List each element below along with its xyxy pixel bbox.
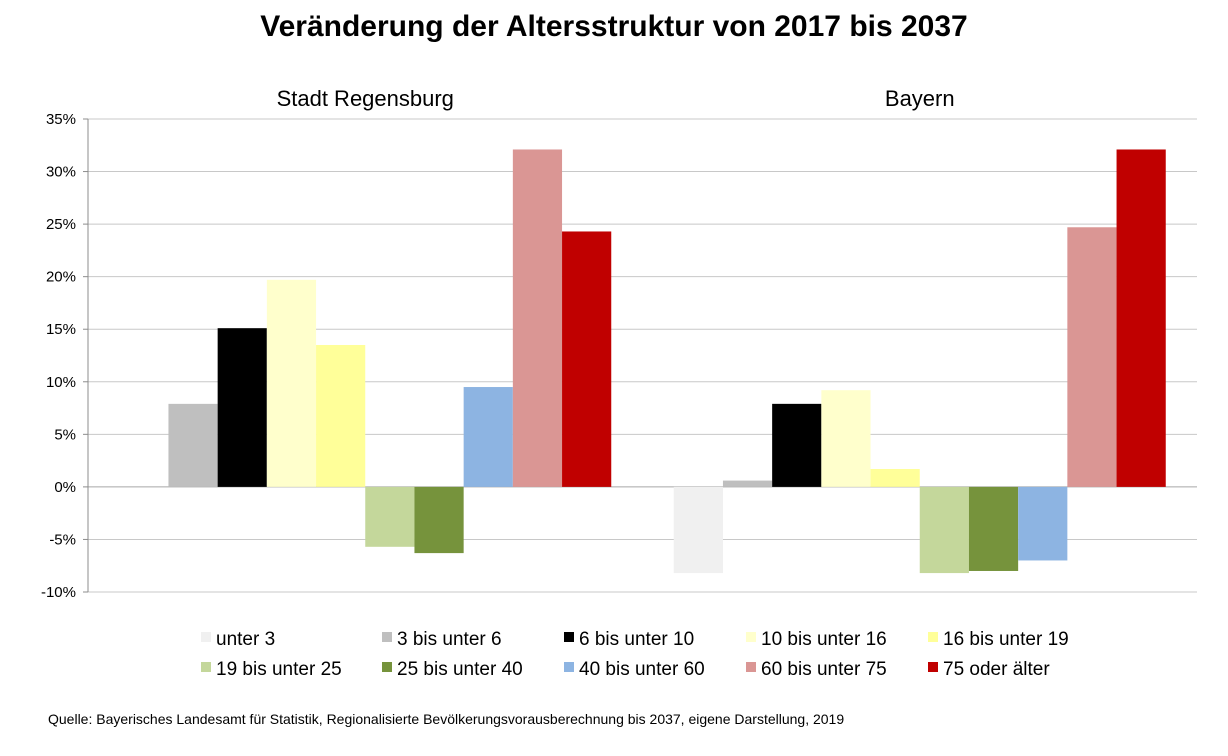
legend-swatch xyxy=(382,662,392,672)
y-tick-label: -10% xyxy=(41,584,76,601)
legend-swatch xyxy=(382,632,392,642)
legend-label: 3 bis unter 6 xyxy=(397,629,502,650)
bar xyxy=(772,403,822,487)
legend-label: 40 bis unter 60 xyxy=(579,659,705,680)
legend-label: 60 bis unter 75 xyxy=(761,659,887,680)
panel-title: Stadt Regensburg xyxy=(277,86,454,111)
y-tick-label: 10% xyxy=(46,374,76,391)
bar xyxy=(722,480,773,487)
bar xyxy=(168,403,218,487)
y-tick-label: 15% xyxy=(46,321,76,338)
bar xyxy=(414,486,464,554)
bar xyxy=(316,344,366,487)
bar xyxy=(365,486,415,547)
bar xyxy=(512,149,563,487)
bars xyxy=(168,149,1166,574)
legend-label: 16 bis unter 19 xyxy=(943,629,1069,650)
source-note: Quelle: Bayerisches Landesamt für Statis… xyxy=(48,711,845,727)
legend-label: 75 oder älter xyxy=(943,659,1050,680)
legend: unter 3 3 bis unter 6 6 bis unter 10 10 bis… xyxy=(201,629,1069,680)
legend-label: unter 3 xyxy=(216,629,275,650)
panel-title: Bayern xyxy=(885,86,955,111)
panel-titles: Stadt Regensburg Bayern xyxy=(277,86,955,111)
legend-label: 6 bis unter 10 xyxy=(579,629,694,650)
bar xyxy=(673,486,723,574)
bar xyxy=(919,486,969,574)
bar xyxy=(463,387,513,487)
y-tick-label: 5% xyxy=(54,426,76,443)
y-tick-label: 25% xyxy=(46,216,76,233)
legend-swatch xyxy=(564,632,574,642)
bar xyxy=(217,328,267,487)
legend-swatch xyxy=(928,662,938,672)
y-tick-label: 30% xyxy=(46,164,76,181)
legend-swatch xyxy=(928,632,938,642)
bar xyxy=(1018,486,1068,561)
legend-label: 25 bis unter 40 xyxy=(397,659,523,680)
bar xyxy=(821,390,871,487)
legend-swatch xyxy=(746,632,756,642)
legend-swatch xyxy=(746,662,756,672)
bar xyxy=(1116,149,1166,487)
y-axis: 35% 30% 25% 20% 15% 10% 5% 0% -5% -10% xyxy=(41,111,89,601)
y-tick-label: 20% xyxy=(46,269,76,286)
y-tick-label: 0% xyxy=(54,479,76,496)
legend-swatch xyxy=(201,662,211,672)
y-tick-label: 35% xyxy=(46,111,76,128)
legend-label: 19 bis unter 25 xyxy=(216,659,342,680)
bar xyxy=(562,231,612,487)
legend-label: 10 bis unter 16 xyxy=(761,629,887,650)
y-tick-label: -5% xyxy=(49,531,76,548)
bar xyxy=(1067,227,1117,487)
bar xyxy=(968,486,1019,571)
bar xyxy=(266,279,317,487)
bar xyxy=(870,469,920,487)
legend-swatch xyxy=(201,632,211,642)
chart-title: Veränderung der Altersstruktur von 2017 … xyxy=(260,10,968,43)
legend-swatch xyxy=(564,662,574,672)
